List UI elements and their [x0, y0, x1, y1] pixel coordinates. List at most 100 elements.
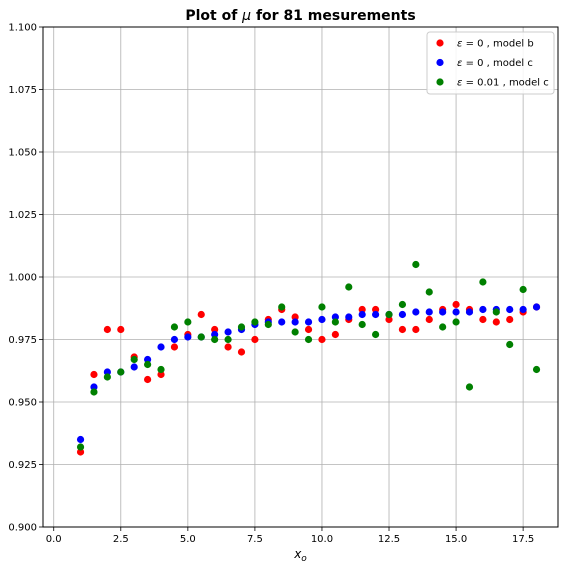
data-point [90, 388, 98, 396]
data-point [412, 260, 420, 269]
data-point [170, 343, 179, 351]
data-point [76, 435, 85, 444]
legend-box [426, 31, 555, 95]
x-tick-label: 17.5 [512, 534, 534, 545]
data-point [103, 368, 111, 376]
data-point [318, 315, 326, 324]
data-point [492, 308, 500, 316]
data-point [157, 370, 165, 379]
data-point [519, 285, 527, 294]
legend-label: ε = 0.01 , model c [457, 78, 549, 89]
legend: ε = 0 , model b ε = 0 , model c ε = 0.01 ,… [426, 31, 555, 95]
data-point [117, 368, 125, 376]
data-point [211, 335, 219, 344]
data-point [398, 300, 407, 309]
data-point [224, 335, 232, 344]
data-point [439, 308, 447, 316]
data-point [318, 303, 326, 311]
data-point [304, 335, 313, 344]
data-point [291, 313, 299, 321]
data-point [318, 335, 326, 344]
data-point [532, 365, 541, 374]
data-point [519, 305, 527, 314]
series-3 [76, 260, 541, 451]
y-axis: 0.900 0.925 0.950 0.975 1.000 1.025 1.050 1.075… [8, 23, 43, 534]
data-point [197, 333, 205, 341]
data-point [331, 330, 339, 339]
data-point [170, 323, 179, 331]
data-point [425, 315, 433, 324]
y-tick-label: 1.075 [8, 85, 37, 96]
data-point [479, 278, 487, 286]
data-point [398, 310, 407, 319]
y-tick-label: 1.100 [8, 23, 37, 34]
data-point [385, 315, 393, 324]
data-point [117, 325, 125, 334]
x-tick-label: 5.0 [180, 534, 196, 545]
data-point [425, 288, 433, 296]
x-tick-label: 0.0 [46, 534, 62, 545]
data-point [251, 318, 259, 326]
data-point [237, 323, 246, 331]
data-point [90, 370, 98, 379]
data-point [412, 308, 420, 316]
data-point [452, 308, 460, 316]
data-point [425, 308, 433, 316]
data-points [76, 260, 541, 456]
legend-marker [436, 39, 444, 47]
y-tick-label: 0.925 [8, 460, 37, 471]
data-point [465, 308, 474, 316]
y-tick-label: 0.900 [8, 523, 37, 534]
data-point [264, 320, 272, 329]
data-point [372, 305, 380, 314]
legend-marker [436, 58, 444, 67]
data-point [452, 318, 460, 326]
data-point [385, 310, 393, 319]
data-point [345, 313, 353, 321]
legend-entry: ε = 0 , model c [436, 58, 533, 69]
data-point [398, 325, 407, 334]
data-point [412, 325, 420, 334]
data-point [76, 448, 85, 456]
data-point [144, 355, 152, 364]
data-point [506, 315, 514, 324]
x-tick-label: 2.5 [113, 534, 129, 545]
data-point [211, 325, 219, 334]
data-point [479, 305, 487, 314]
x-tick-label: 10.0 [311, 534, 333, 545]
y-tick-label: 0.950 [8, 398, 37, 409]
data-point [197, 310, 205, 319]
y-tick-label: 1.050 [8, 148, 37, 159]
data-point [358, 305, 366, 314]
data-point [358, 310, 366, 319]
data-point [532, 303, 541, 311]
y-tick-label: 1.000 [8, 273, 37, 284]
data-point [479, 315, 487, 324]
data-point [278, 303, 286, 311]
legend-label: ε = 0 , model c [457, 58, 533, 69]
data-point [291, 328, 299, 336]
data-point [157, 343, 165, 351]
data-point [506, 305, 514, 314]
y-tick-label: 0.975 [8, 335, 37, 346]
data-point [237, 348, 246, 356]
data-point [304, 325, 313, 334]
data-point [372, 310, 380, 319]
series-1 [76, 300, 541, 456]
data-point [103, 373, 111, 381]
data-point [224, 343, 232, 351]
data-point [358, 320, 366, 329]
data-point [492, 318, 500, 326]
data-point [331, 313, 339, 321]
x-axis: 0.0 2.5 5.0 7.5 10.0 12.5 15.0 17.5 [46, 527, 534, 545]
data-point [144, 375, 152, 384]
x-tick-label: 7.5 [247, 534, 263, 545]
legend-entry: ε = 0.01 , model c [436, 78, 549, 89]
data-point [184, 318, 192, 326]
x-tick-label: 12.5 [378, 534, 400, 545]
data-point [157, 365, 165, 374]
y-tick-label: 1.025 [8, 210, 37, 221]
x-tick-label: 15.0 [445, 534, 467, 545]
data-point [304, 318, 313, 326]
data-point [224, 328, 232, 336]
